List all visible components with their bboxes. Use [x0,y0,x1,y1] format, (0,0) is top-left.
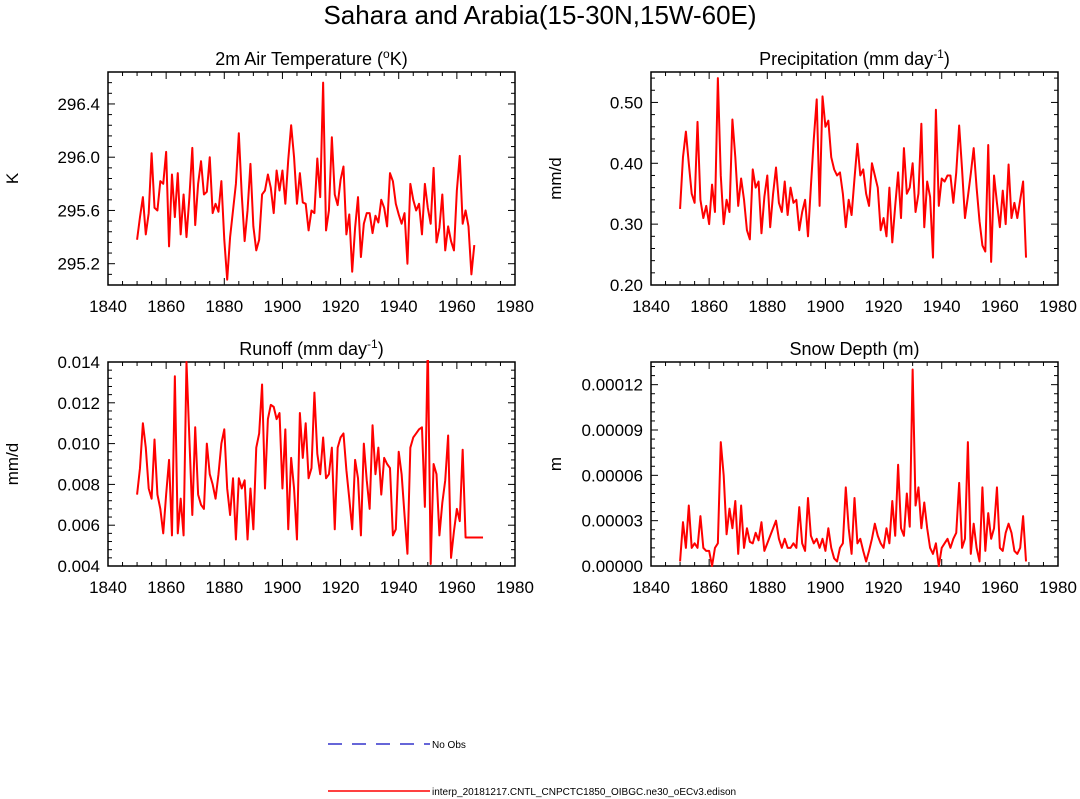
precipitation-y-tick-label: 0.20 [610,276,643,295]
temperature-title-tail: K) [390,49,408,69]
runoff-title-main: Runoff (mm day [239,339,367,359]
temperature-y-tick-label: 296.4 [57,95,100,114]
precipitation-y-axis-label: mm/d [546,157,565,200]
temperature-x-tick-label: 1980 [496,297,534,316]
panel-temperature: 2m Air Temperature (oK) K 1840 1860 1880 1900… [3,47,534,316]
runoff-x-tick-label: 1980 [496,578,534,597]
runoff-x-tick-label: 1880 [205,578,243,597]
precipitation-title-main: Precipitation (mm day [759,49,933,69]
temperature-title-main: 2m Air Temperature ( [215,49,383,69]
temperature-y-tick-label: 296.0 [57,148,100,167]
snow-depth-series-line [679,368,1028,567]
precipitation-x-tick-label: 1960 [981,297,1019,316]
runoff-title-tail: ) [378,339,384,359]
figure-title: Sahara and Arabia(15-30N,15W-60E) [323,0,756,30]
precipitation-y-tick-label: 0.40 [610,154,643,173]
snow-depth-y-tick-label: 0.00009 [582,421,643,440]
temperature-title: 2m Air Temperature (oK) [215,47,407,69]
precipitation-y-tick-label: 0.30 [610,215,643,234]
panels: 2m Air Temperature (oK) K 1840 1860 1880 1900… [3,47,1077,597]
precipitation-x-tick-label: 1900 [807,297,845,316]
temperature-x-tick-label: 1900 [264,297,302,316]
runoff-y-tick-label: 0.012 [57,394,100,413]
runoff-y-tick-label: 0.004 [57,557,100,576]
runoff-title: Runoff (mm day-1) [239,337,383,359]
precipitation-x-tick-label: 1840 [632,297,670,316]
runoff-y-axis-label: mm/d [3,443,22,486]
snow-depth-x-tick-label: 1840 [632,578,670,597]
runoff-y-tick-label: 0.014 [57,353,100,372]
temperature-x-tick-label: 1940 [380,297,418,316]
snow-depth-plot-frame [650,361,1059,567]
snow-depth-x-tick-label: 1980 [1039,578,1077,597]
runoff-x-tick-label: 1900 [264,578,302,597]
runoff-title-superscript: -1 [367,337,378,351]
temperature-y-tick-label: 295.6 [57,201,100,220]
legend: No Obs interp_20181217.CNTL_CNPCTC1850_O… [328,740,736,798]
snow-depth-x-tick-label: 1880 [748,578,786,597]
legend-model-label: interp_20181217.CNTL_CNPCTC1850_OIBGC.ne… [432,787,736,798]
precipitation-title: Precipitation (mm day-1) [759,47,950,69]
snow-depth-y-tick-label: 0.00003 [582,512,643,531]
snow-depth-y-tick-label: 0.00012 [582,376,643,395]
temperature-y-axis-label: K [3,172,22,184]
temperature-x-tick-label: 1840 [89,297,127,316]
temperature-x-tick-label: 1960 [438,297,476,316]
precipitation-title-tail: ) [944,49,950,69]
panel-precipitation: Precipitation (mm day-1) mm/d 1840 1860 1880… [546,47,1077,316]
runoff-y-tick-label: 0.006 [57,516,100,535]
temperature-title-superscript: o [383,47,390,61]
precipitation-x-tick-label: 1980 [1039,297,1077,316]
temperature-x-tick-label: 1920 [322,297,360,316]
temperature-plot-frame [107,71,516,286]
snow-depth-y-tick-label: 0.00000 [582,557,643,576]
snow-depth-x-tick-label: 1900 [807,578,845,597]
temperature-series-line [136,81,476,281]
legend-no-obs-label: No Obs [432,740,466,751]
precipitation-y-tick-label: 0.50 [610,93,643,112]
runoff-x-tick-label: 1960 [438,578,476,597]
precipitation-title-superscript: -1 [933,47,944,61]
snow-depth-title-main: Snow Depth (m) [789,339,919,359]
snow-depth-x-tick-label: 1920 [865,578,903,597]
runoff-y-tick-label: 0.008 [57,475,100,494]
snow-depth-x-tick-label: 1860 [690,578,728,597]
runoff-series-line [136,360,484,565]
runoff-y-tick-label: 0.010 [57,435,100,454]
runoff-x-tick-label: 1920 [322,578,360,597]
precipitation-x-tick-label: 1920 [865,297,903,316]
runoff-x-tick-label: 1840 [89,578,127,597]
snow-depth-title: Snow Depth (m) [789,339,919,359]
precipitation-x-tick-label: 1940 [923,297,961,316]
panel-snow-depth: Snow Depth (m) m 1840 1860 1880 1900 1920 1940 1… [546,339,1077,597]
precipitation-series-line [679,77,1028,263]
runoff-x-tick-label: 1860 [147,578,185,597]
precipitation-x-tick-label: 1880 [748,297,786,316]
temperature-x-tick-label: 1860 [147,297,185,316]
snow-depth-y-axis-label: m [546,457,565,471]
temperature-y-tick-label: 295.2 [57,255,100,274]
panel-runoff: Runoff (mm day-1) mm/d 1840 1860 1880 1900 192… [3,337,534,597]
snow-depth-y-tick-label: 0.00006 [582,466,643,485]
snow-depth-x-tick-label: 1960 [981,578,1019,597]
temperature-x-tick-label: 1880 [205,297,243,316]
snow-depth-x-tick-label: 1940 [923,578,961,597]
precipitation-x-tick-label: 1860 [690,297,728,316]
runoff-x-tick-label: 1940 [380,578,418,597]
